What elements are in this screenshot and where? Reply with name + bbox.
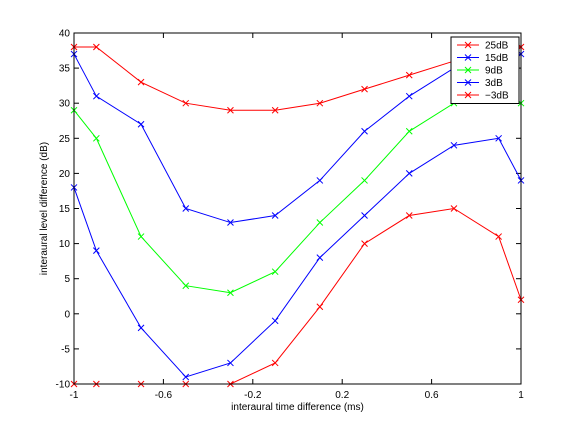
data-point-marker bbox=[227, 289, 234, 297]
axis-ticks: -1 -0.6 -0.2 0.2 0.6 1 -10 -5 0 5 10 15 20 25 30 35 40 bbox=[56, 29, 525, 402]
data-point-marker bbox=[316, 177, 324, 184]
data-point-marker bbox=[271, 359, 279, 367]
axes-frame bbox=[73, 32, 522, 385]
y-tick-label: 40 bbox=[59, 29, 71, 40]
legend-swatch-marker bbox=[464, 41, 472, 49]
legend-label: 3dB bbox=[485, 78, 503, 89]
series-line bbox=[73, 137, 522, 378]
data-point-marker bbox=[92, 92, 100, 100]
data-point-marker bbox=[137, 233, 145, 240]
data-point-marker bbox=[316, 219, 324, 226]
y-tick-label: 15 bbox=[59, 204, 71, 215]
legend-item: 15dB bbox=[457, 53, 509, 64]
data-point-marker bbox=[182, 373, 190, 381]
y-tick-label: 10 bbox=[59, 239, 71, 250]
data-point-marker bbox=[137, 324, 145, 332]
plot-area bbox=[74, 33, 521, 384]
data-point-marker bbox=[316, 254, 324, 261]
x-tick-label: -1 bbox=[70, 390, 79, 401]
data-point-marker bbox=[316, 303, 324, 311]
data-point-marker bbox=[227, 106, 234, 114]
x-tick-label: 0.2 bbox=[335, 390, 349, 401]
x-tick-label: 0.6 bbox=[425, 390, 439, 401]
data-point-marker bbox=[361, 85, 368, 93]
data-point-marker bbox=[405, 92, 413, 100]
data-point-marker bbox=[495, 233, 503, 240]
data-point-marker bbox=[271, 106, 279, 114]
legend-label: 9dB bbox=[485, 66, 503, 77]
data-point-marker bbox=[92, 247, 100, 254]
legend-label: −3dB bbox=[485, 91, 509, 102]
data-point-marker bbox=[182, 282, 190, 290]
x-tick-label: 1 bbox=[518, 390, 524, 401]
y-tick-label: 35 bbox=[59, 64, 71, 75]
data-point-marker bbox=[227, 219, 234, 226]
legend-swatch-marker bbox=[464, 91, 472, 99]
data-point-marker bbox=[271, 317, 279, 325]
data-point-marker bbox=[182, 99, 190, 107]
data-point-marker bbox=[316, 99, 324, 107]
y-tick-label: 25 bbox=[59, 134, 71, 145]
legend-item: 25dB bbox=[457, 41, 509, 52]
legend-item: −3dB bbox=[457, 91, 509, 102]
data-point-marker bbox=[450, 205, 458, 212]
data-point-marker bbox=[450, 141, 458, 149]
data-point-marker bbox=[137, 120, 145, 128]
data-point-marker bbox=[361, 127, 368, 135]
x-axis-label: interaural time difference (ms) bbox=[231, 402, 364, 413]
legend-swatch-marker bbox=[464, 54, 472, 61]
legend-item: 9dB bbox=[457, 66, 503, 77]
data-point-marker bbox=[361, 177, 368, 184]
data-point-marker bbox=[92, 134, 100, 142]
y-tick-label: 30 bbox=[59, 99, 71, 110]
data-point-marker bbox=[405, 170, 413, 177]
legend-item: 3dB bbox=[457, 78, 503, 89]
data-point-marker bbox=[361, 240, 368, 247]
data-point-marker bbox=[271, 212, 279, 219]
legend-label: 15dB bbox=[485, 53, 509, 64]
y-axis-label: interaural level difference (dB) bbox=[39, 142, 50, 275]
data-point-marker bbox=[92, 43, 100, 51]
data-point-marker bbox=[405, 127, 413, 135]
y-tick-label: 5 bbox=[64, 274, 70, 285]
y-tick-label: 20 bbox=[59, 169, 71, 180]
y-tick-label: -10 bbox=[56, 380, 71, 391]
data-point-marker bbox=[227, 359, 234, 367]
legend-swatch-marker bbox=[464, 79, 472, 86]
data-point-marker bbox=[495, 134, 503, 142]
legend-label: 25dB bbox=[485, 41, 509, 52]
legend-swatch-marker bbox=[464, 66, 472, 74]
data-point-marker bbox=[137, 78, 145, 86]
x-tick-label: -0.6 bbox=[155, 390, 173, 401]
data-point-marker bbox=[405, 71, 413, 79]
y-tick-label: 0 bbox=[64, 309, 70, 320]
data-point-marker bbox=[182, 205, 190, 212]
y-tick-label: -5 bbox=[61, 344, 70, 355]
data-point-marker bbox=[361, 212, 368, 219]
data-point-marker bbox=[405, 212, 413, 219]
x-tick-label: -0.2 bbox=[244, 390, 262, 401]
data-point-marker bbox=[271, 268, 279, 276]
